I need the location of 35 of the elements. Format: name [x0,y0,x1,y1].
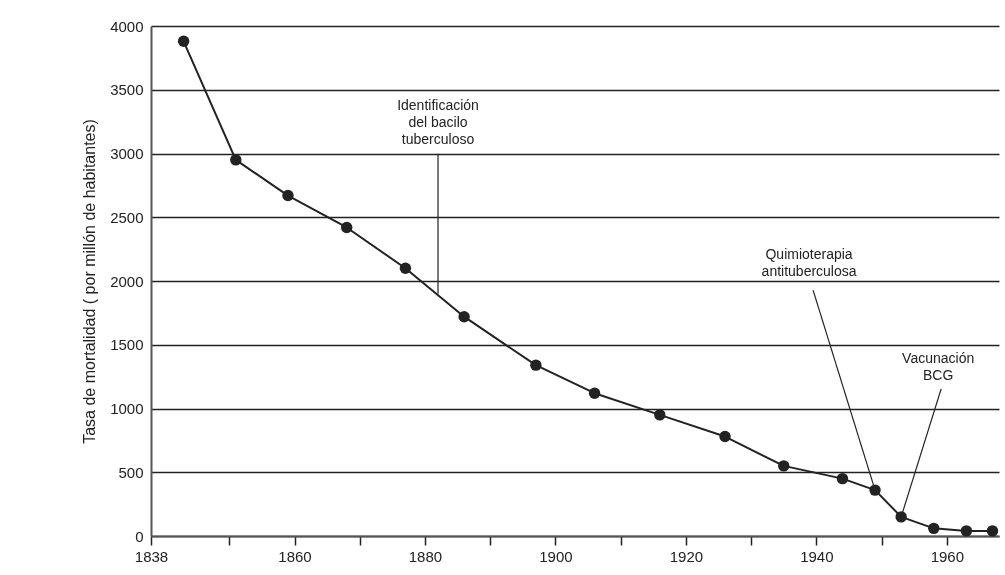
point [986,525,999,537]
y-tick-label: 3000 [110,145,144,162]
point [778,460,790,472]
point [719,430,731,443]
x-tick-label: 1960 [930,547,964,565]
y-tick-label: 1500 [110,336,144,354]
point [654,409,666,421]
x-tick-label: 1940 [800,547,834,565]
point [836,472,849,485]
y-tick-label: 500 [118,463,144,481]
x-tick-label: 1900 [539,547,573,565]
annotation: Identificación del bacilo tuberculoso [397,96,479,147]
point [530,359,542,371]
point [458,311,470,323]
point [399,262,412,274]
annotation: Vacunación BCG [902,349,975,383]
point [282,189,294,202]
point [928,522,940,535]
x-tick-label: 1880 [408,547,443,565]
point [588,387,601,399]
point [177,35,190,47]
annotation: Quimioterapia antituberculosa [761,246,857,280]
y-tick-label: 4000 [110,17,144,35]
y-axis-title: Tasa de mortalidad ( por millón de habitantes) [81,119,99,444]
point [230,154,242,166]
y-tick-label: 1000 [110,400,144,417]
y-tick-label: 3500 [110,81,144,99]
y-tick-label: 2000 [110,272,144,290]
point [960,525,973,537]
x-tick-label: 1920 [669,547,704,565]
y-tick-label: 2500 [110,208,144,226]
point [340,221,353,234]
x-tick-label: 1860 [278,547,312,565]
y-tick-label: 0 [135,527,144,545]
x-tick-label: 1838 [134,547,169,565]
